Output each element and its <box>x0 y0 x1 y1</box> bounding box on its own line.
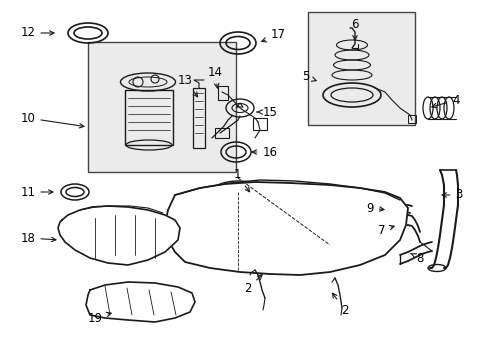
Text: 8: 8 <box>410 252 423 265</box>
Polygon shape <box>58 206 180 265</box>
Text: 14: 14 <box>207 66 222 88</box>
Text: 12: 12 <box>20 27 54 40</box>
Text: 7: 7 <box>378 224 393 237</box>
Bar <box>125 90 173 145</box>
Bar <box>407 115 415 123</box>
Text: 11: 11 <box>20 185 53 198</box>
Text: 10: 10 <box>20 112 84 128</box>
Text: 5: 5 <box>302 71 316 84</box>
Text: 18: 18 <box>20 231 56 244</box>
Bar <box>307 12 414 125</box>
Text: 15: 15 <box>257 105 277 118</box>
Bar <box>218 86 227 100</box>
Bar <box>88 42 236 172</box>
Bar <box>252 118 266 130</box>
Polygon shape <box>86 282 195 322</box>
Bar <box>193 88 204 148</box>
Text: 6: 6 <box>350 18 358 40</box>
Bar <box>215 128 228 138</box>
Text: 4: 4 <box>431 94 459 108</box>
Text: 9: 9 <box>366 202 383 215</box>
Text: 13: 13 <box>177 73 197 97</box>
Text: 19: 19 <box>87 311 111 324</box>
Text: 3: 3 <box>441 189 462 202</box>
Text: 1: 1 <box>233 168 249 192</box>
Text: 2: 2 <box>332 293 348 316</box>
Text: 16: 16 <box>251 145 277 158</box>
Text: 17: 17 <box>261 28 285 42</box>
Text: 2: 2 <box>244 275 262 294</box>
Polygon shape <box>164 182 407 275</box>
